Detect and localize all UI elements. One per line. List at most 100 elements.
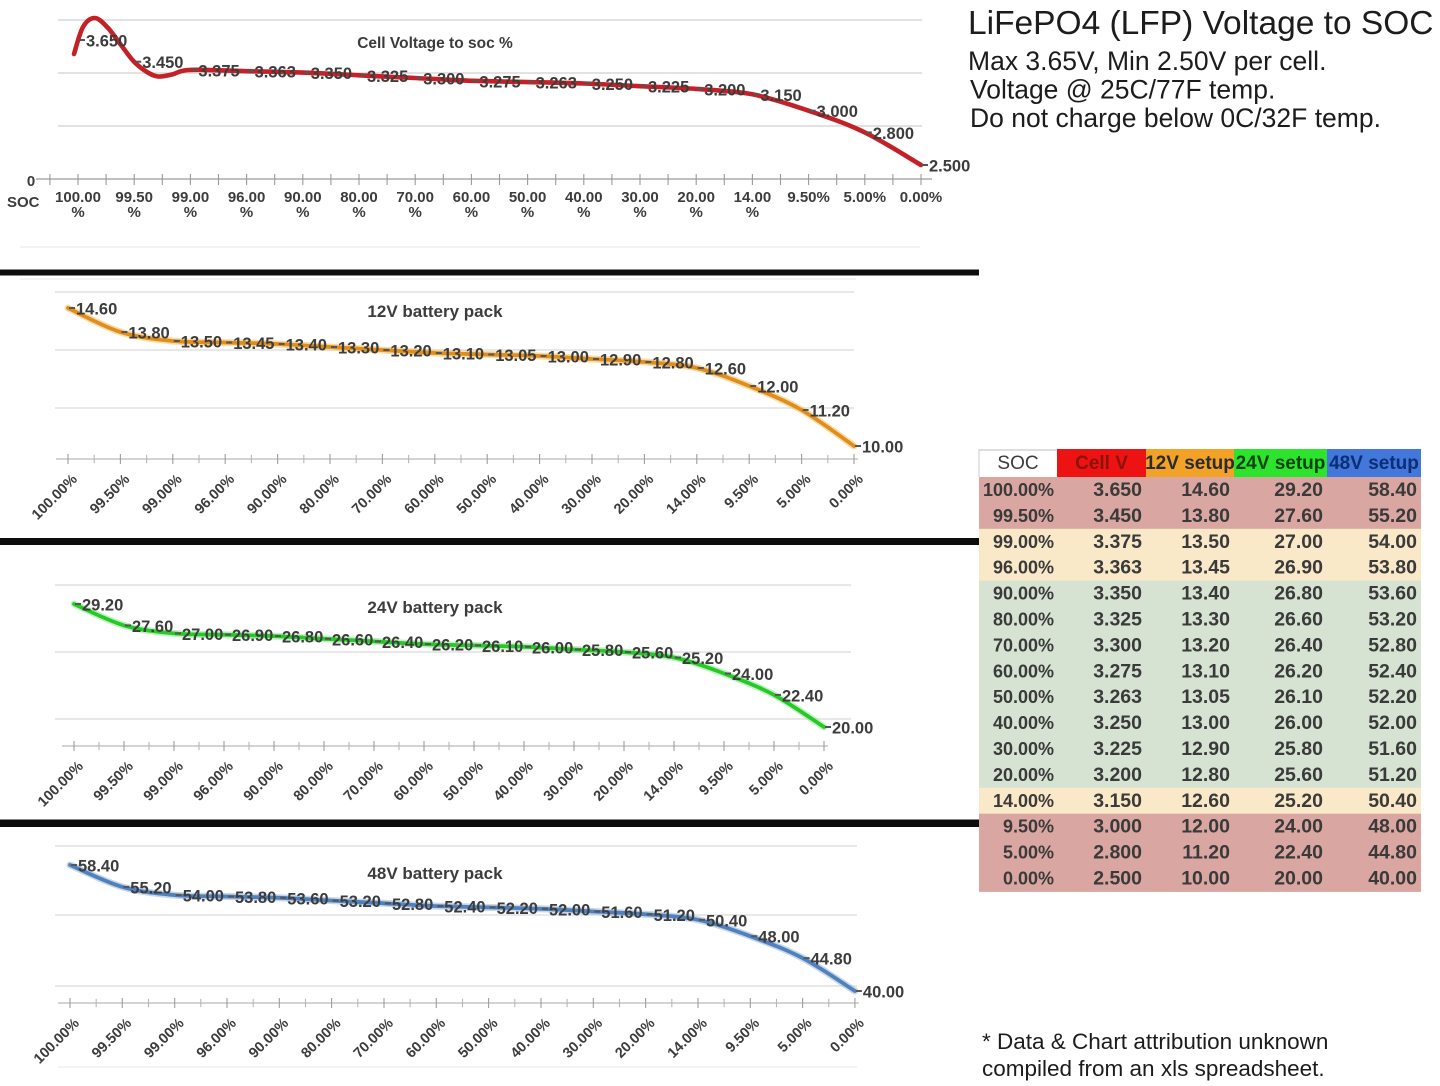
svg-text:26.40: 26.40 <box>1274 634 1323 656</box>
svg-text:52.00: 52.00 <box>1368 712 1417 734</box>
svg-text:3.275: 3.275 <box>479 73 520 91</box>
svg-text:96.00%: 96.00% <box>192 471 238 517</box>
svg-text:0.00%: 0.00% <box>796 758 836 798</box>
svg-text:14.00%: 14.00% <box>664 471 710 517</box>
svg-text:26.00: 26.00 <box>1274 712 1323 734</box>
svg-text:3.300: 3.300 <box>423 71 464 89</box>
svg-text:99.50%: 99.50% <box>89 1015 135 1061</box>
svg-text:0.00%: 0.00% <box>1003 869 1054 889</box>
svg-text:3.363: 3.363 <box>1093 557 1142 579</box>
svg-text:80.00%: 80.00% <box>297 471 343 517</box>
svg-text:%: % <box>352 204 365 221</box>
svg-text:55.20: 55.20 <box>130 879 171 897</box>
svg-text:%: % <box>71 204 84 221</box>
svg-text:22.40: 22.40 <box>782 687 823 705</box>
svg-text:3.200: 3.200 <box>1093 764 1142 786</box>
svg-text:%: % <box>240 204 253 221</box>
svg-text:30.00%: 30.00% <box>559 471 605 517</box>
svg-text:3.325: 3.325 <box>1093 609 1142 631</box>
svg-text:11.20: 11.20 <box>810 403 850 421</box>
svg-text:44.80: 44.80 <box>811 951 852 969</box>
svg-text:99.00%: 99.00% <box>140 471 186 517</box>
svg-text:50.00%: 50.00% <box>441 758 487 804</box>
svg-text:99.00%: 99.00% <box>141 758 187 804</box>
svg-text:40.00%: 40.00% <box>506 471 552 517</box>
svg-text:%: % <box>633 204 646 221</box>
svg-text:26.10: 26.10 <box>482 638 523 656</box>
svg-text:40.00: 40.00 <box>1368 868 1417 890</box>
svg-text:29.20: 29.20 <box>82 597 123 615</box>
svg-text:96.00%: 96.00% <box>194 1015 240 1061</box>
svg-text:* Data & Chart attribution unk: * Data & Chart attribution unknown <box>982 1029 1328 1054</box>
svg-text:70.00%: 70.00% <box>993 635 1054 655</box>
svg-text:52.40: 52.40 <box>444 899 485 917</box>
svg-text:90.00%: 90.00% <box>993 584 1054 604</box>
svg-text:58.40: 58.40 <box>78 858 119 876</box>
svg-text:3.000: 3.000 <box>817 103 858 121</box>
svg-text:53.60: 53.60 <box>1368 583 1417 605</box>
svg-text:52.80: 52.80 <box>392 896 433 914</box>
svg-text:%: % <box>184 204 197 221</box>
svg-text:5.00%: 5.00% <box>746 758 786 798</box>
svg-text:26.60: 26.60 <box>332 631 373 649</box>
svg-text:13.50: 13.50 <box>1181 531 1230 553</box>
svg-text:99.00%: 99.00% <box>141 1015 187 1061</box>
svg-text:80.00: 80.00 <box>340 189 378 206</box>
svg-text:96.00%: 96.00% <box>191 758 237 804</box>
svg-text:13.10: 13.10 <box>1181 660 1230 682</box>
svg-text:20.00%: 20.00% <box>611 471 657 517</box>
svg-text:Do not charge below 0C/32F tem: Do not charge below 0C/32F temp. <box>970 103 1381 133</box>
svg-text:0.00%: 0.00% <box>826 471 866 511</box>
svg-text:90.00%: 90.00% <box>246 1015 292 1061</box>
svg-text:52.40: 52.40 <box>1368 660 1417 682</box>
svg-text:51.20: 51.20 <box>654 907 695 925</box>
svg-text:13.45: 13.45 <box>233 335 274 353</box>
svg-text:0.00%: 0.00% <box>900 189 943 206</box>
svg-text:25.80: 25.80 <box>1274 738 1323 760</box>
svg-text:13.40: 13.40 <box>286 337 327 355</box>
svg-text:80.00%: 80.00% <box>993 610 1054 630</box>
svg-text:12.00: 12.00 <box>757 379 798 397</box>
svg-text:20.00%: 20.00% <box>993 765 1054 785</box>
svg-text:3.263: 3.263 <box>536 75 577 93</box>
svg-text:50.40: 50.40 <box>706 912 747 930</box>
svg-text:3.225: 3.225 <box>1093 738 1142 760</box>
svg-text:30.00%: 30.00% <box>560 1015 606 1061</box>
svg-text:3.275: 3.275 <box>1093 660 1142 682</box>
svg-text:20.00: 20.00 <box>1274 868 1323 890</box>
svg-text:13.40: 13.40 <box>1181 583 1230 605</box>
svg-text:50.40: 50.40 <box>1368 790 1417 812</box>
svg-text:3.350: 3.350 <box>311 65 352 83</box>
svg-text:50.00%: 50.00% <box>455 1015 501 1061</box>
svg-text:51.60: 51.60 <box>601 904 642 922</box>
svg-text:13.05: 13.05 <box>495 347 536 365</box>
svg-text:13.80: 13.80 <box>1181 505 1230 527</box>
svg-text:24.00: 24.00 <box>732 666 773 684</box>
svg-text:5.00%: 5.00% <box>1003 843 1054 863</box>
svg-text:53.20: 53.20 <box>1368 609 1417 631</box>
svg-text:27.60: 27.60 <box>1274 505 1323 527</box>
svg-text:5.00%: 5.00% <box>775 1015 815 1055</box>
svg-text:3.150: 3.150 <box>760 87 801 105</box>
svg-text:51.20: 51.20 <box>1368 764 1417 786</box>
svg-text:3.325: 3.325 <box>367 68 408 86</box>
svg-text:40.00: 40.00 <box>863 984 904 1002</box>
svg-text:70.00%: 70.00% <box>351 1015 397 1061</box>
svg-text:5.00%: 5.00% <box>774 471 814 511</box>
svg-text:90.00: 90.00 <box>284 189 322 206</box>
svg-text:0.00%: 0.00% <box>827 1015 867 1055</box>
svg-text:100.00%: 100.00% <box>29 471 81 523</box>
svg-text:24V setup: 24V setup <box>1236 453 1326 474</box>
svg-text:40.00%: 40.00% <box>993 713 1054 733</box>
svg-text:13.50: 13.50 <box>181 334 222 352</box>
svg-text:Voltage @ 25C/77F temp.: Voltage @ 25C/77F temp. <box>970 75 1275 105</box>
svg-text:%: % <box>521 204 534 221</box>
svg-text:2.500: 2.500 <box>929 158 970 176</box>
svg-text:27.00: 27.00 <box>1274 531 1323 553</box>
svg-text:100.00%: 100.00% <box>35 758 87 810</box>
svg-text:%: % <box>746 204 759 221</box>
svg-text:LiFePO4 (LFP) Voltage to SOC: LiFePO4 (LFP) Voltage to SOC <box>968 5 1433 42</box>
svg-text:12.80: 12.80 <box>652 355 693 373</box>
svg-text:0: 0 <box>27 173 35 190</box>
svg-text:30.00: 30.00 <box>621 189 659 206</box>
